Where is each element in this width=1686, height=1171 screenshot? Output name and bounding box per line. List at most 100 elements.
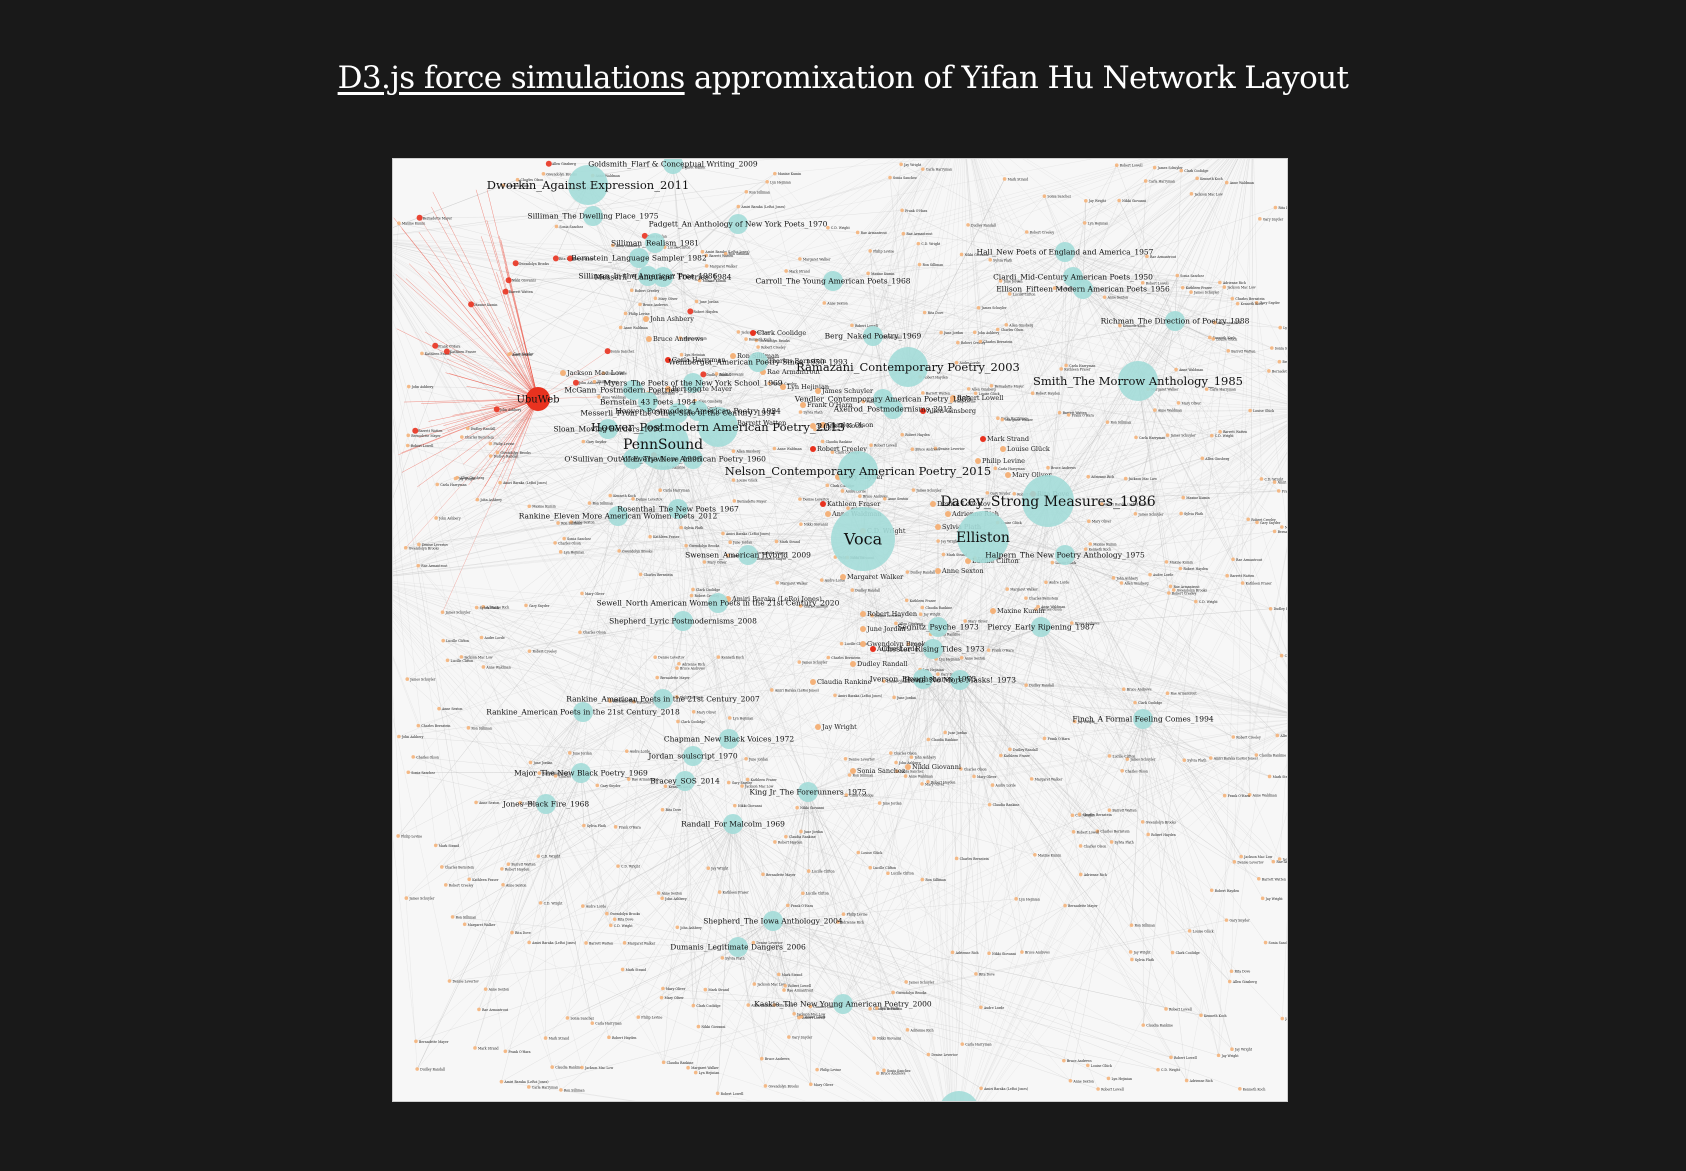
poet-node[interactable]	[1005, 587, 1010, 591]
poet-node[interactable]	[784, 834, 788, 839]
poet-node[interactable]	[987, 951, 991, 956]
poet-node[interactable]	[850, 768, 856, 774]
poet-node[interactable]	[553, 774, 558, 778]
poet-node[interactable]	[1140, 280, 1145, 285]
poet-node[interactable]	[910, 447, 915, 452]
poet-node[interactable]	[608, 699, 612, 703]
poet-node[interactable]	[903, 774, 908, 778]
poet-node[interactable]	[679, 525, 683, 530]
poet-node[interactable]	[580, 1065, 584, 1070]
poet-node[interactable]	[963, 619, 967, 623]
poet-node[interactable]	[416, 214, 423, 221]
poet-node[interactable]	[870, 646, 876, 652]
poet-node[interactable]	[891, 990, 895, 995]
poet-node[interactable]	[1171, 588, 1176, 592]
poet-node[interactable]	[527, 940, 531, 945]
poet-node[interactable]	[1119, 581, 1124, 585]
poet-node[interactable]	[443, 348, 450, 355]
poet-node[interactable]	[894, 621, 898, 626]
poet-node[interactable]	[966, 223, 970, 227]
poet-node[interactable]	[895, 769, 899, 774]
poet-node[interactable]	[917, 262, 922, 267]
hub-node-ubuweb[interactable]	[526, 387, 550, 411]
hub-node-richman-the-direction-of-poetry-1988[interactable]	[1165, 311, 1185, 331]
poet-node[interactable]	[1279, 653, 1284, 658]
poet-node[interactable]	[1005, 472, 1011, 478]
poet-node[interactable]	[1246, 517, 1251, 522]
poet-node[interactable]	[616, 864, 620, 868]
poet-node[interactable]	[1164, 1007, 1168, 1011]
poet-node[interactable]	[820, 422, 826, 428]
hub-node-o-sullivan-out-of-everywhere-1996[interactable]	[623, 449, 643, 469]
poet-node[interactable]	[1272, 529, 1277, 534]
poet-node[interactable]	[1208, 756, 1213, 760]
poet-node[interactable]	[466, 726, 471, 730]
poet-node[interactable]	[1072, 719, 1077, 724]
poet-node[interactable]	[501, 183, 506, 188]
poet-node[interactable]	[1230, 1047, 1234, 1051]
poet-node[interactable]	[1042, 194, 1047, 198]
poet-node[interactable]	[524, 603, 528, 608]
poet-node[interactable]	[972, 330, 977, 335]
poet-node[interactable]	[488, 454, 493, 458]
poet-node[interactable]	[559, 1088, 563, 1092]
poet-node[interactable]	[1168, 584, 1173, 589]
poet-node[interactable]	[926, 1052, 931, 1057]
poet-node[interactable]	[605, 911, 609, 916]
poet-node[interactable]	[1140, 820, 1145, 824]
poet-node[interactable]	[550, 1065, 555, 1069]
poet-node[interactable]	[840, 574, 846, 580]
poet-node[interactable]	[975, 458, 981, 464]
poet-node[interactable]	[558, 550, 563, 554]
poet-node[interactable]	[1267, 369, 1271, 373]
poet-node[interactable]	[432, 342, 439, 349]
poet-node[interactable]	[1034, 607, 1038, 611]
poet-node[interactable]	[869, 443, 873, 448]
poet-node[interactable]	[935, 524, 941, 530]
poet-node[interactable]	[507, 352, 511, 357]
poet-node[interactable]	[1064, 363, 1068, 368]
poet-node[interactable]	[1213, 320, 1217, 325]
hub-node-ramazani-contemporary-poetry-2003[interactable]	[888, 347, 928, 387]
hub-node-mcgann-postmodern-poetries-1990[interactable]	[623, 380, 643, 400]
hub-node-king-jr-the-forerunners-1975[interactable]	[798, 782, 818, 802]
poet-node[interactable]	[826, 655, 831, 660]
poet-node[interactable]	[987, 802, 992, 807]
poet-node[interactable]	[905, 1028, 910, 1032]
poet-node[interactable]	[403, 545, 408, 550]
poet-node[interactable]	[1208, 335, 1212, 340]
poet-node[interactable]	[477, 1007, 481, 1012]
poet-node[interactable]	[900, 208, 904, 213]
poet-node[interactable]	[1000, 417, 1005, 422]
poet-node[interactable]	[526, 1085, 531, 1089]
poet-node[interactable]	[756, 345, 760, 349]
poet-node[interactable]	[406, 433, 411, 438]
poet-node[interactable]	[959, 252, 964, 257]
poet-node[interactable]	[761, 872, 765, 877]
poet-node[interactable]	[1167, 591, 1171, 595]
poet-node[interactable]	[972, 774, 976, 779]
poet-node[interactable]	[930, 501, 936, 507]
poet-node[interactable]	[881, 679, 886, 683]
poet-node[interactable]	[499, 1079, 504, 1084]
hub-node-dumanis-legitimate-dangers-2006[interactable]	[728, 937, 748, 957]
poet-node[interactable]	[679, 352, 684, 357]
poet-node[interactable]	[1130, 957, 1134, 962]
poet-node[interactable]	[726, 780, 731, 785]
poet-node[interactable]	[1187, 929, 1192, 933]
hub-node-kaskie-the-new-young-american-poetry-2000[interactable]	[833, 994, 853, 1014]
poet-node[interactable]	[1216, 1053, 1221, 1058]
poet-node[interactable]	[643, 316, 649, 322]
poet-node[interactable]	[715, 1091, 720, 1096]
poet-node[interactable]	[1254, 300, 1259, 305]
poet-node[interactable]	[493, 406, 500, 413]
poet-node[interactable]	[1128, 950, 1133, 954]
poet-node[interactable]	[901, 231, 906, 236]
poet-node[interactable]	[933, 446, 938, 451]
poet-node[interactable]	[959, 767, 963, 771]
poet-node[interactable]	[875, 1071, 880, 1075]
poet-node[interactable]	[1230, 296, 1235, 301]
poet-node[interactable]	[905, 570, 910, 574]
poet-node[interactable]	[1164, 560, 1169, 564]
poet-node[interactable]	[1179, 168, 1184, 173]
